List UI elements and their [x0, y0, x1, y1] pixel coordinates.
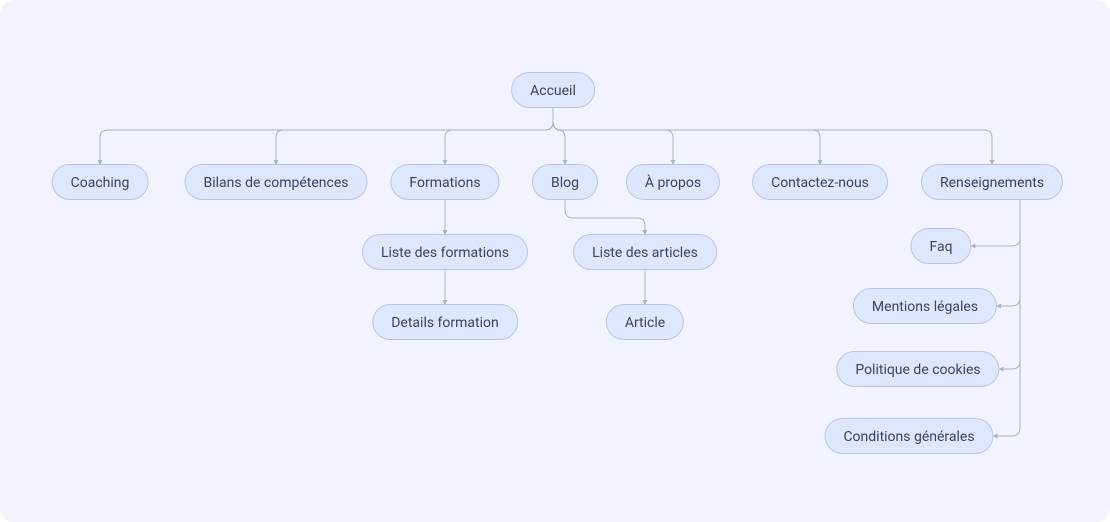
node-label: Liste des formations [381, 245, 509, 261]
node-bilans: Bilans de compétences [185, 164, 368, 200]
node-label: Accueil [530, 83, 576, 99]
sitemap-canvas: Accueil Coaching Bilans de compétences Form… [0, 0, 1110, 522]
node-label: Contactez-nous [771, 175, 869, 191]
node-label: Mentions légales [872, 299, 978, 315]
node-cookies: Politique de cookies [836, 351, 999, 387]
node-blog: Blog [532, 164, 598, 200]
node-label: Liste des articles [592, 245, 698, 261]
node-contact: Contactez-nous [752, 164, 888, 200]
node-label: Conditions générales [843, 429, 974, 445]
node-label: Politique de cookies [855, 362, 980, 378]
node-larticles: Liste des articles [573, 234, 717, 270]
node-lform: Liste des formations [362, 234, 528, 270]
node-article: Article [606, 304, 684, 340]
node-faq: Faq [910, 228, 971, 264]
node-label: Formations [409, 175, 480, 191]
node-mentions: Mentions légales [853, 288, 997, 324]
node-label: Bilans de compétences [204, 175, 349, 191]
node-accueil: Accueil [511, 72, 595, 108]
node-label: Coaching [71, 175, 130, 191]
node-label: Renseignements [940, 175, 1044, 191]
node-label: Article [625, 315, 665, 331]
node-cond: Conditions générales [824, 418, 993, 454]
node-label: À propos [645, 175, 701, 191]
node-label: Details formation [391, 315, 499, 331]
node-coaching: Coaching [52, 164, 149, 200]
node-apropos: À propos [626, 164, 720, 200]
node-label: Blog [551, 175, 579, 191]
node-formations: Formations [390, 164, 499, 200]
node-renseign: Renseignements [921, 164, 1063, 200]
node-dform: Details formation [372, 304, 518, 340]
node-label: Faq [929, 239, 952, 255]
